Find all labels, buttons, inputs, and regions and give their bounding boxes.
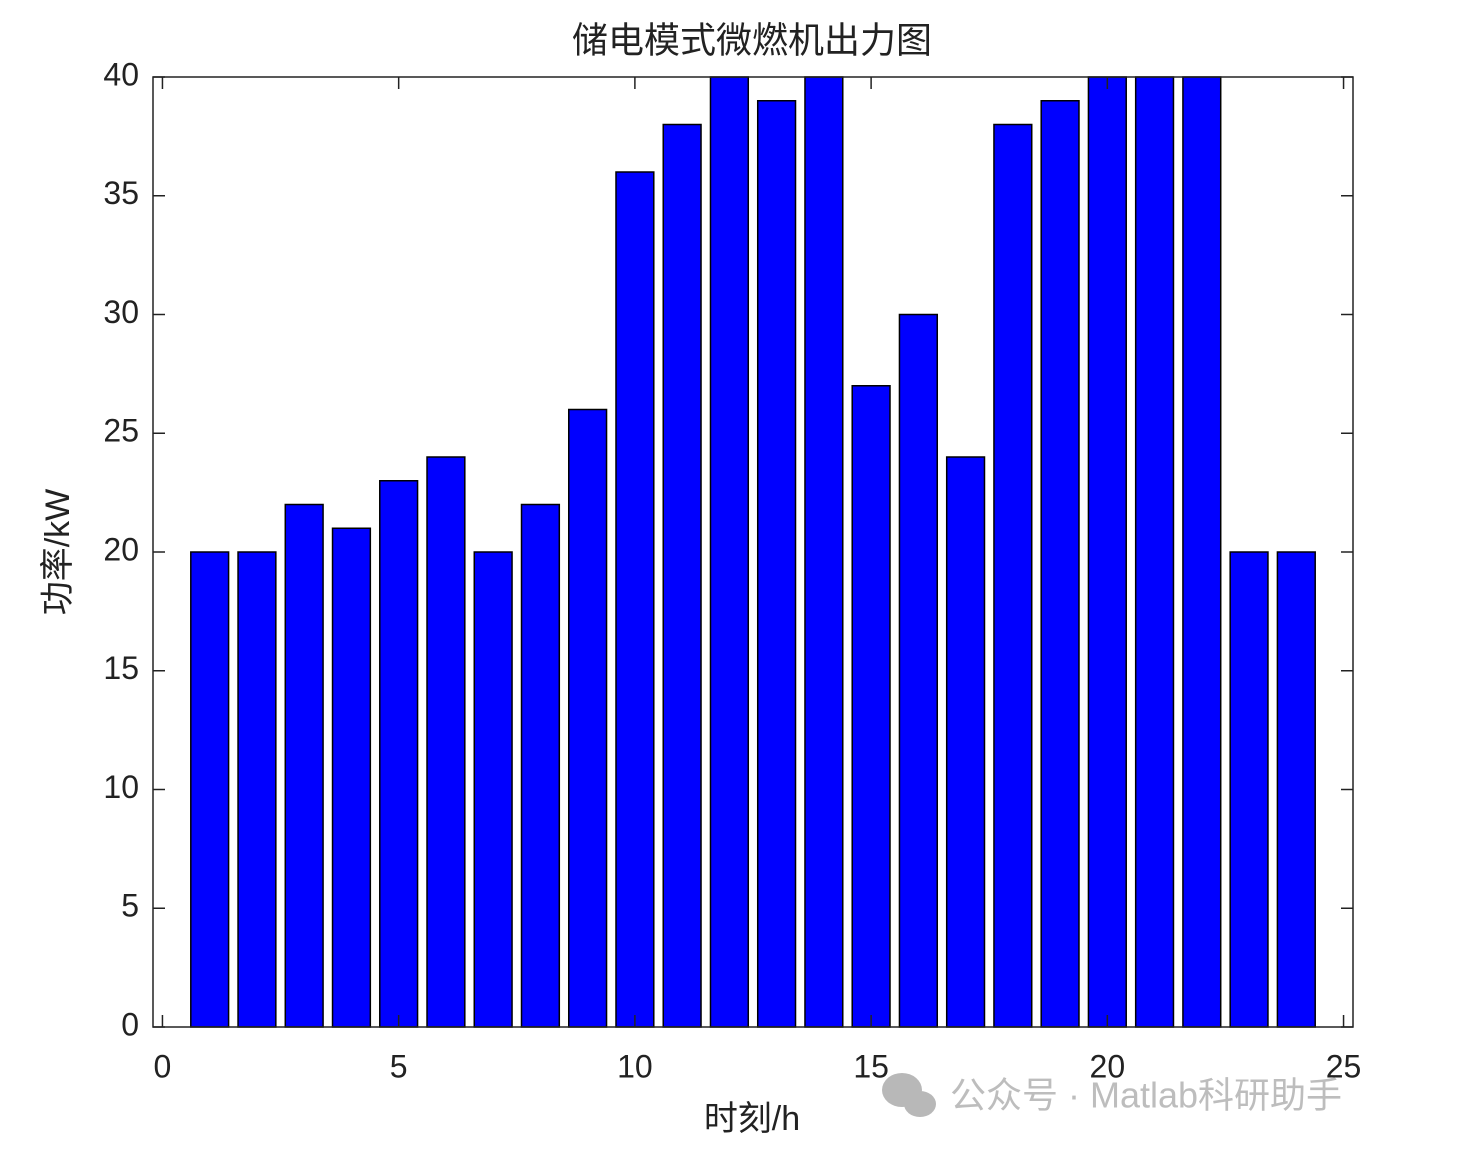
- bar: [1040, 100, 1080, 1028]
- bar: [756, 100, 797, 1028]
- y-tick-label: 30: [103, 294, 139, 330]
- x-tick-label: 5: [390, 1048, 408, 1084]
- x-tick-label: 15: [853, 1048, 889, 1084]
- bar: [804, 76, 844, 1028]
- bar: [520, 503, 561, 1028]
- bar: [662, 123, 702, 1028]
- bar: [379, 480, 419, 1028]
- bar: [567, 408, 608, 1028]
- bar: [615, 171, 655, 1028]
- y-tick-label: 15: [103, 650, 139, 686]
- bar: [473, 551, 513, 1028]
- x-axis-label: 时刻/h: [704, 1100, 800, 1138]
- bar: [945, 456, 986, 1028]
- bar: [1087, 76, 1127, 1028]
- y-tick-label: 40: [103, 56, 139, 92]
- y-tick-label: 25: [103, 413, 139, 449]
- bar: [709, 76, 750, 1028]
- bar: [1134, 76, 1175, 1028]
- y-tick-label: 5: [121, 888, 139, 924]
- y-tick-label: 35: [103, 175, 139, 211]
- y-tick-label: 20: [103, 531, 139, 567]
- bar: [1229, 551, 1269, 1028]
- x-tick-label: 20: [1090, 1048, 1126, 1084]
- y-tick-label: 10: [103, 769, 139, 805]
- bar: [426, 456, 466, 1028]
- bar: [1182, 76, 1222, 1028]
- x-tick-label: 0: [154, 1048, 172, 1084]
- bar: [190, 551, 230, 1028]
- x-tick-label: 10: [617, 1048, 653, 1084]
- y-axis-label: 功率/kW: [39, 489, 77, 616]
- bar: [331, 527, 372, 1028]
- watermark: 公众号 · Matlab科研助手: [950, 1075, 1342, 1116]
- bar: [284, 503, 324, 1028]
- bar: [898, 313, 939, 1028]
- x-tick-label: 25: [1326, 1048, 1362, 1084]
- bar: [993, 123, 1033, 1028]
- bar: [1276, 551, 1316, 1028]
- chart-title: 储电模式微燃机出力图: [572, 20, 932, 61]
- watermark-icon: [882, 1073, 936, 1117]
- y-tick-label: 0: [121, 1006, 139, 1042]
- bar: [851, 385, 891, 1028]
- bar: [237, 551, 277, 1028]
